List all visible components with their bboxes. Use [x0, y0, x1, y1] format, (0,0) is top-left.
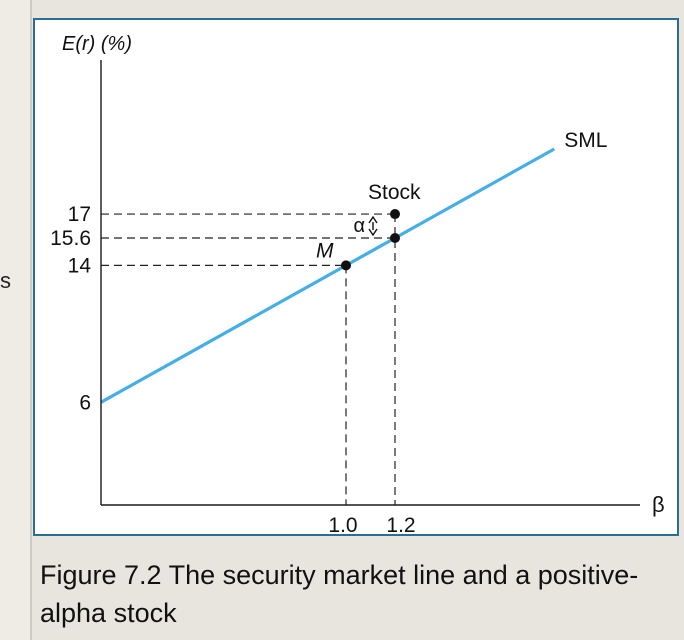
point-label: M: [316, 239, 334, 262]
plot-area: [33, 18, 679, 536]
guide-lines: [101, 213, 396, 505]
sml-line: [100, 147, 556, 404]
labels-layer: E(r) (%) β SML M Stock 6 14 15.617 1.0 1.2 α: [50, 33, 665, 537]
data-point: [341, 260, 351, 271]
series-layer: [100, 147, 556, 404]
left-margin-bar: [30, 0, 32, 640]
alpha-label: α: [353, 215, 365, 237]
y-tick-label: 14: [68, 254, 92, 277]
x-tick-label: 1.0: [328, 514, 357, 537]
y-tick-label: 6: [79, 391, 91, 414]
points-layer: [341, 209, 400, 271]
data-point: [390, 233, 400, 243]
figure-caption: Figure 7.2 The security market line and …: [40, 560, 639, 628]
x-tick-label: 1.2: [386, 514, 415, 537]
x-axis-label: β: [652, 492, 665, 517]
axes-layer: [100, 60, 640, 506]
y-tick-label: 15.6: [50, 227, 91, 250]
y-tick-label: 17: [68, 203, 91, 226]
y-axis-label: E(r) (%): [62, 33, 132, 55]
point-label: Stock: [368, 181, 421, 204]
alpha-arrow-head-down: [368, 228, 378, 237]
side-text: s: [0, 268, 11, 293]
alpha-arrow-head-up: [368, 215, 378, 224]
data-point: [390, 209, 400, 220]
series-label-sml: SML: [564, 129, 607, 152]
